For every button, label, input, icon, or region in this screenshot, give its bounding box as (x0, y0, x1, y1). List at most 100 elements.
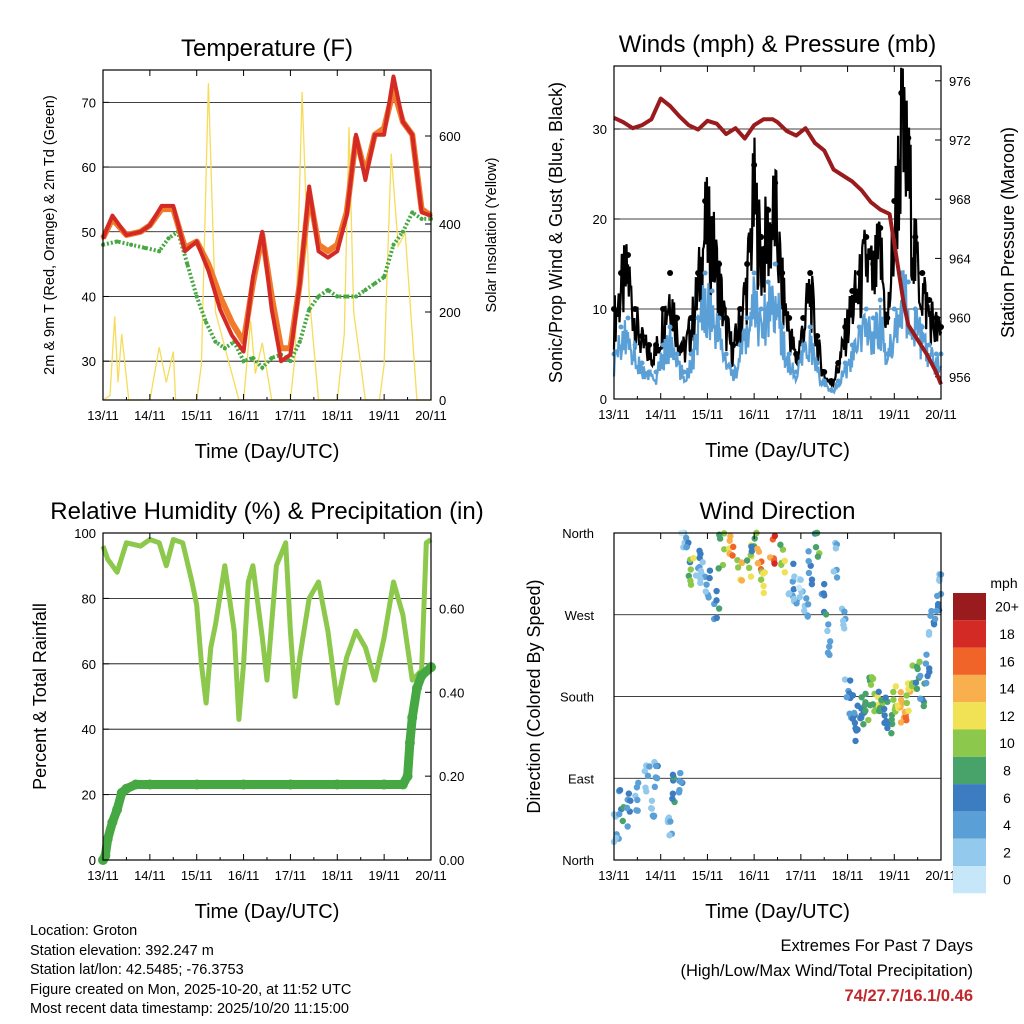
temp-2m-point (335, 249, 339, 253)
dir-xlabel: Time (Day/UTC) (705, 901, 850, 923)
wind-ylabel-right: Station Pressure (Maroon) (998, 127, 1018, 338)
direction-point (738, 577, 746, 584)
precip-point (191, 779, 202, 790)
station-elevation: Station elevation: 392.247 m (30, 942, 214, 959)
sonic-wind-point (646, 369, 652, 375)
direction-point (830, 568, 837, 575)
colorbar-swatch (953, 811, 986, 839)
gust-point (723, 315, 730, 321)
rh-frame (102, 532, 432, 861)
figure-created: Figure created on Mon, 2025-10-20, at 11… (30, 981, 352, 998)
direction-point (795, 584, 803, 591)
precip-point (102, 834, 113, 845)
station-location: Location: Groton (30, 923, 138, 939)
direction-point (805, 569, 813, 577)
sonic-wind-point (926, 342, 932, 348)
direction-point (881, 712, 888, 719)
colorbar-swatch (953, 593, 986, 621)
direction-point (917, 672, 924, 680)
direction-point (826, 638, 834, 645)
sonic-wind-point (884, 351, 890, 357)
direction-point (803, 595, 810, 602)
direction-point (916, 658, 923, 666)
temp-2m-point (288, 353, 292, 357)
direction-point (933, 607, 940, 615)
rh-xtick-label: 13/11 (87, 868, 119, 883)
precip-line (99, 663, 434, 863)
station-info: Location: Groton Station elevation: 392.… (30, 922, 351, 1020)
dewpoint-point (241, 359, 246, 364)
direction-point (925, 628, 933, 636)
temp-2m-point (218, 307, 222, 311)
gust-point (772, 180, 779, 186)
dewpoint-point (335, 294, 340, 299)
precip-point (407, 712, 418, 723)
direction-point (713, 587, 720, 595)
precip-point (397, 779, 408, 790)
extremes-subtitle: (High/Low/Max Wind/Total Precipitation) (680, 962, 973, 980)
direction-point (858, 714, 865, 721)
colorbar-label: 8 (1003, 762, 1011, 778)
direction-point (730, 543, 737, 551)
dewpoint-point (354, 294, 359, 299)
direction-point (777, 541, 784, 548)
direction-point (790, 595, 798, 603)
precip-point (112, 804, 123, 815)
direction-point (666, 832, 673, 839)
gust-point (688, 315, 695, 321)
sonic-wind-point (891, 306, 897, 312)
direction-point (648, 804, 655, 812)
sonic-wind-point (730, 369, 736, 375)
gust-point (674, 315, 681, 321)
direction-point (677, 778, 685, 786)
direction-point (697, 567, 705, 575)
gust-point (758, 234, 765, 240)
direction-point (882, 694, 889, 701)
dewpoint-point (194, 294, 199, 299)
dewpoint-point (325, 288, 330, 292)
extremes-block: Extremes For Past 7 Days (High/Low/Max W… (680, 934, 973, 1009)
temp-2m-point (326, 256, 330, 260)
sonic-wind-point (758, 306, 764, 312)
direction-point (892, 683, 900, 690)
gust-point (660, 306, 667, 312)
gust-point (849, 288, 856, 294)
rh-ytick-label: 20 (82, 788, 96, 803)
dewpoint-point (157, 249, 162, 254)
direction-point (805, 548, 812, 555)
winds-panel: 0 10 20 30 956 960 964 968 972 976 Winds (mph) & P… (546, 31, 1018, 462)
direction-point (677, 769, 684, 777)
direction-point (713, 597, 720, 604)
sonic-wind-point (660, 342, 666, 348)
direction-point (930, 621, 938, 628)
colorbar-swatch (953, 702, 986, 730)
direction-point (890, 696, 897, 703)
direction-point (846, 677, 854, 684)
direction-point (623, 804, 631, 812)
gust-point (765, 207, 772, 213)
dewpoint-point (391, 242, 396, 247)
direction-point (869, 701, 877, 708)
direction-point (687, 581, 695, 588)
dewpoint-point (269, 355, 274, 360)
colorbar-label: 20+ (995, 599, 1019, 615)
dewpoint-point (115, 239, 120, 244)
dewpoint-point (307, 307, 312, 312)
precip-point (130, 779, 141, 790)
precip-point (404, 737, 415, 748)
direction-point (748, 548, 755, 555)
direction-point (903, 692, 910, 699)
sonic-wind-series (612, 270, 943, 395)
wind-ytick-label: 20 (593, 212, 607, 227)
dewpoint-point (419, 216, 424, 221)
direction-point (897, 689, 904, 696)
direction-point (934, 600, 942, 608)
sonic-wind-point (835, 378, 841, 384)
direction-point (754, 560, 762, 567)
temp-2m-point (138, 230, 142, 234)
gust-point (905, 135, 912, 141)
direction-point (760, 582, 767, 590)
dewpoint-point (222, 346, 227, 351)
sonic-wind-point (667, 324, 673, 330)
gust-point (695, 270, 702, 276)
